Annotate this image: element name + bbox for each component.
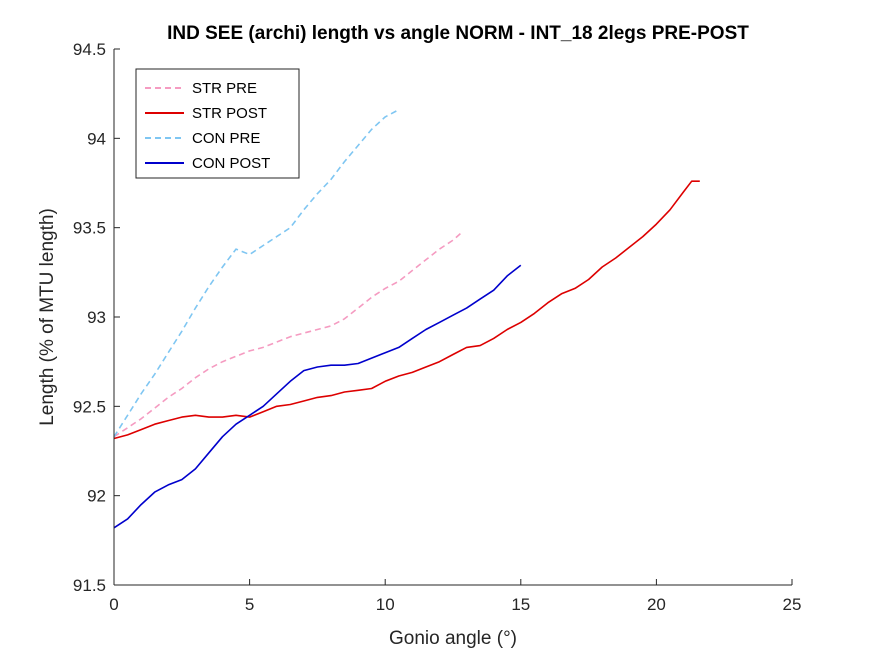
x-ticks: 0 5 10 15 20 25 xyxy=(109,579,801,614)
legend-label-3: CON POST xyxy=(192,155,270,172)
x-tick-label: 0 xyxy=(109,595,118,614)
x-tick-label: 25 xyxy=(783,595,802,614)
y-tick-label: 93.5 xyxy=(73,219,106,238)
y-tick-label: 94 xyxy=(87,129,106,148)
y-axis-label: Length (% of MTU length) xyxy=(37,208,58,426)
chart-title: IND SEE (archi) length vs angle NORM - I… xyxy=(167,23,749,44)
legend: STR PRE STR POST CON PRE CON POST xyxy=(135,68,300,179)
series-line-3 xyxy=(113,264,522,529)
x-tick-label: 10 xyxy=(376,595,395,614)
legend-box xyxy=(135,68,300,179)
legend-label-2: CON PRE xyxy=(192,130,260,147)
y-tick-label: 92.5 xyxy=(73,397,106,416)
x-tick-label: 15 xyxy=(511,595,530,614)
legend-label-1: STR POST xyxy=(192,105,267,122)
y-tick-label: 92 xyxy=(87,487,106,506)
y-tick-label: 91.5 xyxy=(73,576,106,595)
series-line-0 xyxy=(113,232,462,438)
y-ticks: 91.5 92 92.5 93 93.5 94 94.5 xyxy=(73,40,120,595)
x-tick-label: 5 xyxy=(245,595,254,614)
y-tick-label: 94.5 xyxy=(73,40,106,59)
legend-label-0: STR PRE xyxy=(192,80,257,97)
x-tick-label: 20 xyxy=(647,595,666,614)
series-line-1 xyxy=(113,180,700,440)
series-line-2 xyxy=(113,108,400,438)
x-axis-label: Gonio angle (°) xyxy=(389,628,517,649)
y-tick-label: 93 xyxy=(87,308,106,327)
series-group xyxy=(113,108,700,529)
